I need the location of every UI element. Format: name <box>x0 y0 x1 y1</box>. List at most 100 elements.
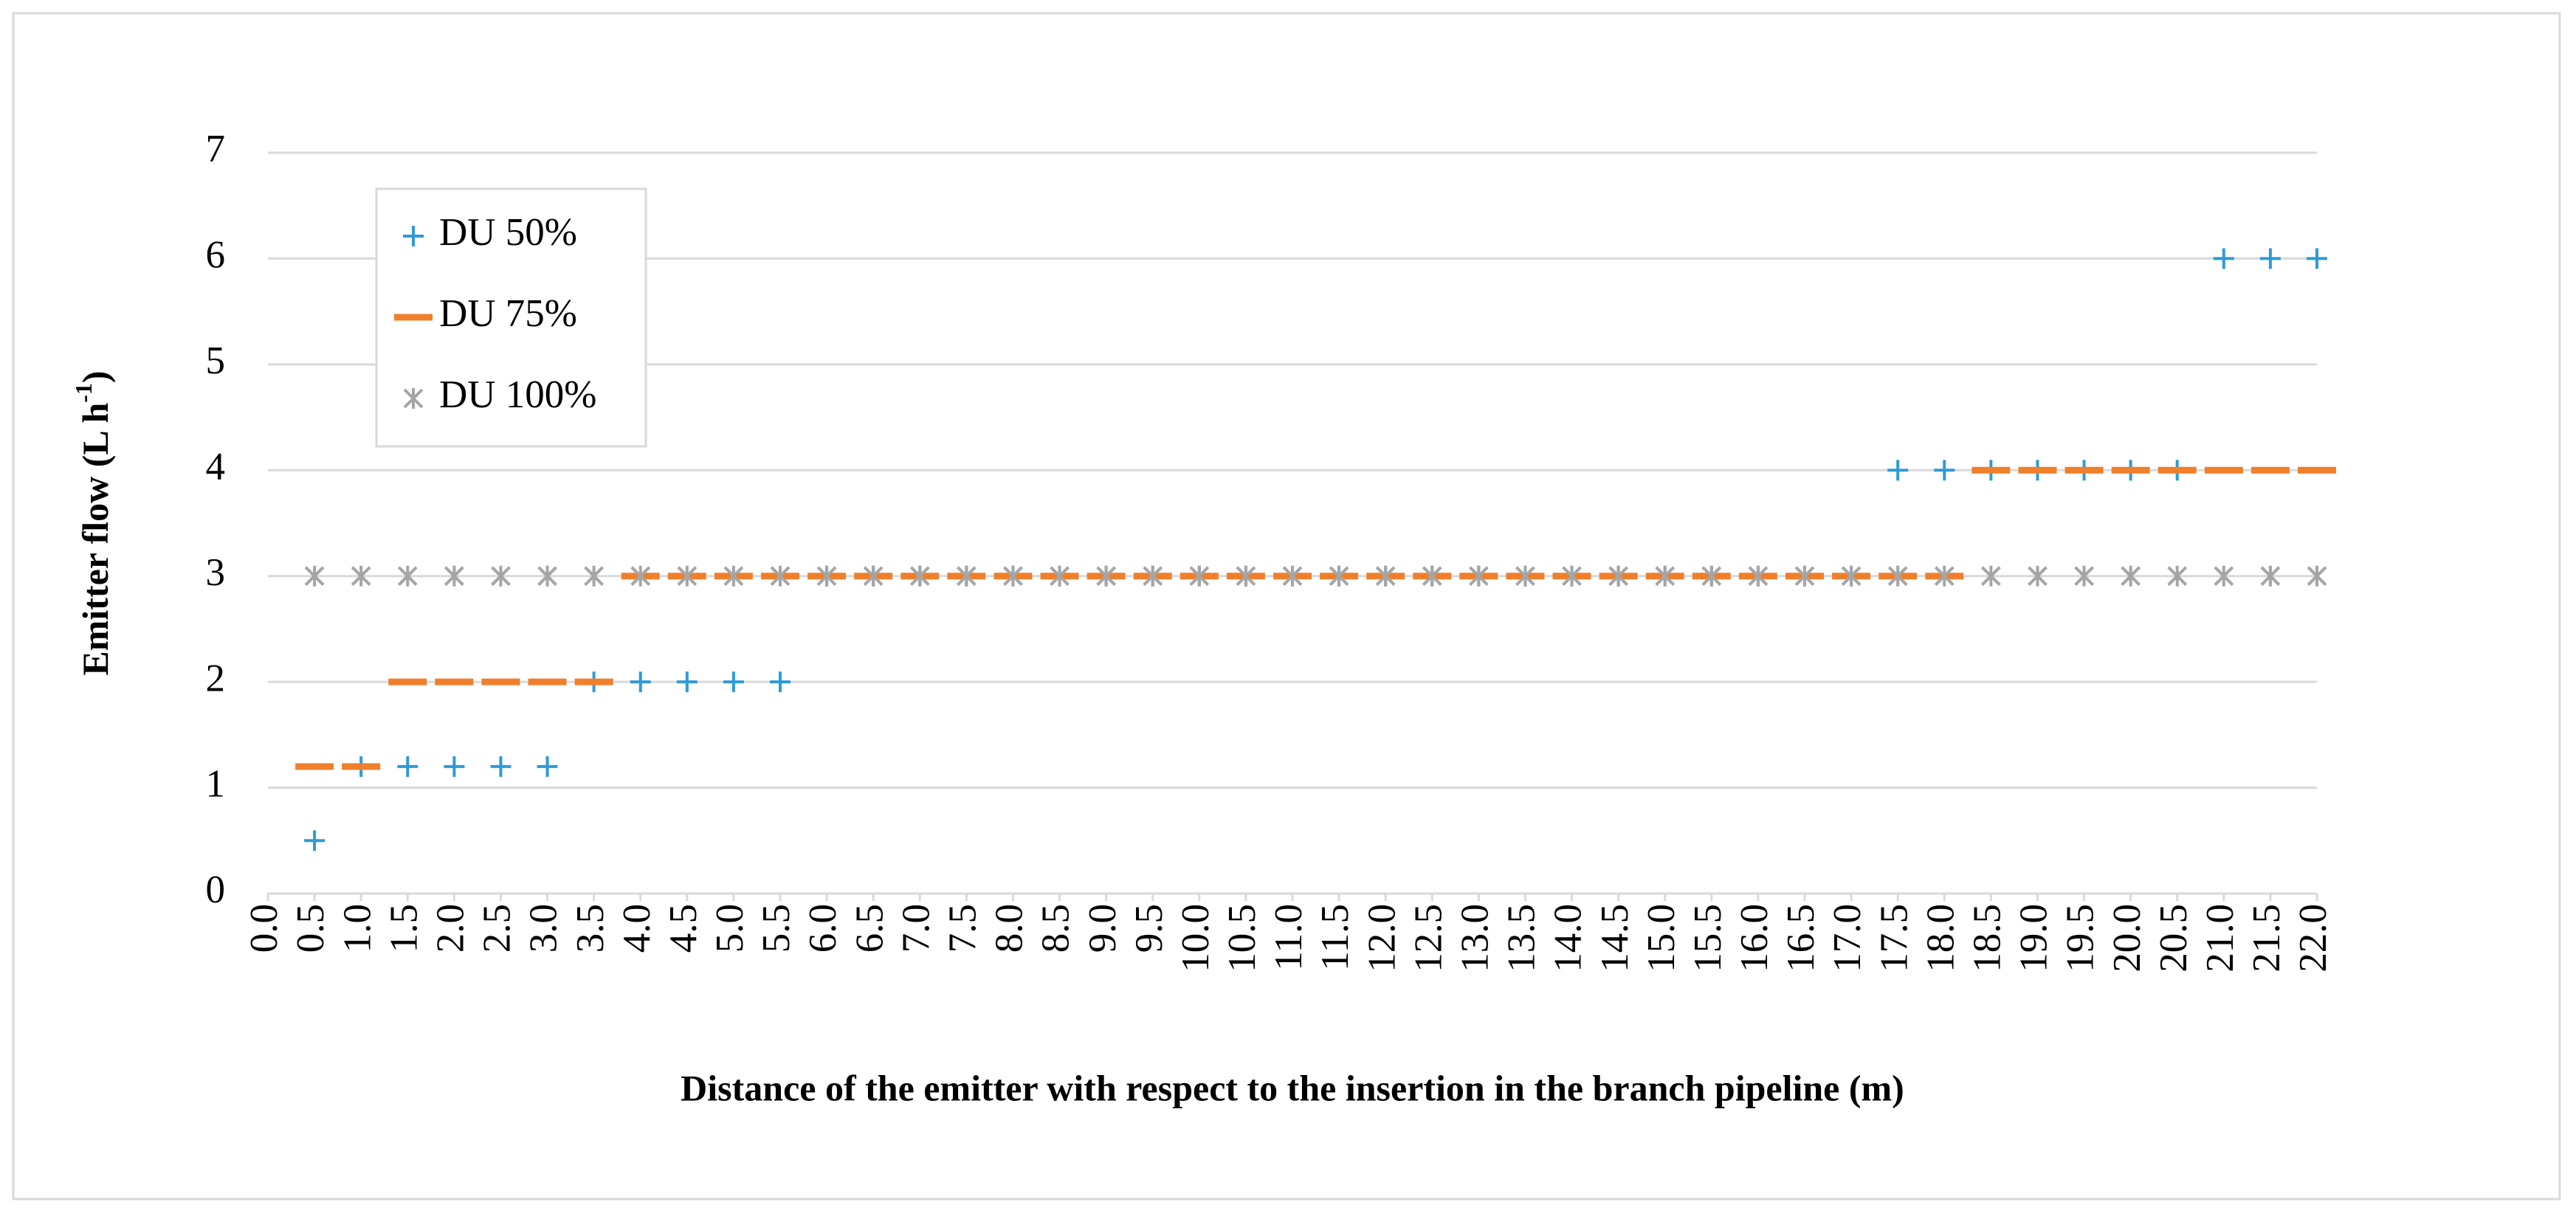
x-tick-label: 16.5 <box>1780 904 1822 973</box>
x-tick-label: 3.5 <box>569 904 612 953</box>
marker-star <box>2074 565 2094 587</box>
marker-star <box>351 565 371 587</box>
marker-plus <box>770 671 791 693</box>
marker-plus <box>2307 248 2327 269</box>
x-tick-label: 14.5 <box>1594 904 1636 973</box>
x-tick-label: 19.0 <box>2013 904 2056 973</box>
x-tick-label: 10.0 <box>1174 904 1217 973</box>
marker-star <box>584 565 605 587</box>
x-tick-label: 6.0 <box>802 904 844 953</box>
marker-star <box>677 565 698 587</box>
x-tick-label: 7.5 <box>942 904 985 953</box>
marker-star <box>630 565 651 587</box>
y-tick-label: 3 <box>206 551 226 594</box>
x-tick-label: 15.5 <box>1687 904 1729 973</box>
marker-plus <box>304 830 326 851</box>
marker-star <box>1655 565 1676 587</box>
marker-star <box>2121 565 2141 587</box>
y-title-sup: -1 <box>70 383 97 403</box>
x-tick-label: 20.5 <box>2152 904 2195 973</box>
marker-star <box>1980 565 2001 587</box>
y-tick-label: 1 <box>206 763 226 806</box>
marks <box>295 248 2336 851</box>
marker-star <box>816 565 837 587</box>
marker-star <box>956 565 977 587</box>
x-tick-label: 9.5 <box>1128 904 1171 953</box>
marker-plus <box>444 756 465 777</box>
marker-star <box>2260 565 2281 587</box>
marker-star <box>537 565 557 587</box>
x-tick-label: 21.0 <box>2199 904 2242 973</box>
marker-star <box>1050 565 1070 587</box>
marker-star <box>1934 565 1955 587</box>
x-tick-label: 2.0 <box>430 904 472 953</box>
y-tick-label: 4 <box>206 445 226 488</box>
marker-plus <box>676 671 698 693</box>
x-tick-label: 8.0 <box>988 904 1031 953</box>
x-tick-label: 8.5 <box>1035 904 1078 953</box>
x-tick-label: 1.0 <box>336 904 379 953</box>
marker-star <box>2167 565 2188 587</box>
x-tick-label: 21.5 <box>2245 904 2288 973</box>
marker-star <box>2214 565 2234 587</box>
marker-star <box>1608 565 1629 587</box>
x-tick-label: 20.0 <box>2106 904 2149 973</box>
x-tick-label: 22.0 <box>2292 904 2335 973</box>
marker-plus <box>2213 248 2234 269</box>
marker-star <box>1794 565 1815 587</box>
x-tick-label: 0.0 <box>243 904 286 953</box>
marker-star <box>1096 565 1117 587</box>
legend: DU 50% DU 75% DU 100% <box>375 187 647 448</box>
marker-star <box>403 388 424 409</box>
marker-star <box>1887 565 1908 587</box>
marker-plus <box>723 671 744 693</box>
x-tick-label: 15.0 <box>1640 904 1683 973</box>
marker-star <box>1189 565 1210 587</box>
legend-label: DU 75% <box>439 292 577 335</box>
x-tick-label: 12.0 <box>1360 904 1403 973</box>
x-tick-label: 18.5 <box>1966 904 2009 973</box>
y-title-end: ) <box>75 370 116 383</box>
y-tick-label: 0 <box>206 868 226 911</box>
x-tick-label: 11.0 <box>1267 904 1310 971</box>
marker-star <box>1236 565 1256 587</box>
legend-label: DU 100% <box>439 373 596 416</box>
marker-star <box>1375 565 1396 587</box>
x-tick-label: 5.5 <box>755 904 798 953</box>
marker-star <box>723 565 744 587</box>
marker-plus <box>1934 460 1955 481</box>
x-tick-label: 4.0 <box>616 904 658 953</box>
x-tick-label: 9.0 <box>1081 904 1124 953</box>
x-tick-label: 17.5 <box>1873 904 1915 973</box>
marker-star <box>1143 565 1163 587</box>
x-tick-label: 7.0 <box>895 904 937 953</box>
marker-plus <box>397 756 419 777</box>
marker-plus <box>2259 248 2281 269</box>
marker-star <box>1515 565 1535 587</box>
y-axis-title: Emitter flow (L h-1) <box>70 370 116 675</box>
marker-star <box>1282 565 1303 587</box>
y-title-main: Emitter flow (L h <box>75 403 116 676</box>
x-tick-label: 17.0 <box>1826 904 1869 973</box>
x-tick-label: 11.5 <box>1314 904 1357 971</box>
marker-star <box>1329 565 1349 587</box>
y-tick-label: 2 <box>206 657 226 699</box>
x-axis-title: Distance of the emitter with respect to … <box>681 1067 1904 1108</box>
marker-star <box>1701 565 1722 587</box>
marker-star <box>1468 565 1489 587</box>
x-tick-label: 2.5 <box>476 904 519 953</box>
legend-label: DU 50% <box>439 211 577 254</box>
marker-star <box>1841 565 1862 587</box>
x-tick-label: 16.0 <box>1733 904 1776 973</box>
marker-star <box>2028 565 2048 587</box>
marker-star <box>397 565 418 587</box>
x-tick-label: 13.5 <box>1501 904 1543 973</box>
marker-star <box>1003 565 1023 587</box>
x-tick-label: 10.5 <box>1221 904 1264 973</box>
marker-star <box>770 565 791 587</box>
x-tick-label: 14.0 <box>1547 904 1590 973</box>
marker-star <box>2307 565 2327 587</box>
y-tick-label: 7 <box>206 128 226 170</box>
marker-star <box>863 565 884 587</box>
